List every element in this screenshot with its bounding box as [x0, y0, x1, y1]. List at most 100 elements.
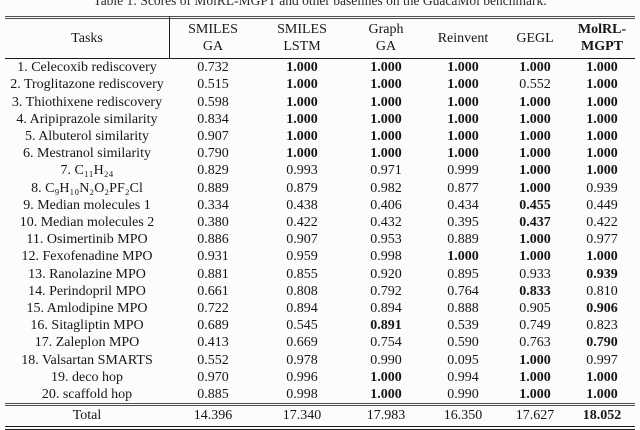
score-cell: 0.689	[197, 318, 229, 334]
table-row: 3. Thiothixene rediscovery 0.598 1.000 1.00…	[5, 94, 635, 111]
score-cell: 16.350	[443, 408, 483, 424]
score-cell: 0.939	[586, 266, 618, 282]
score-cell: 0.749	[519, 318, 551, 334]
table-row: 7. C₁₁H₂₄ 0.829 0.993 0.971 0.999 1.000 1.000	[5, 162, 635, 179]
score-cell: 0.413	[197, 335, 229, 351]
score-cell: 1.000	[286, 128, 318, 144]
score-cell: 1.000	[286, 60, 318, 76]
score-cell: 0.933	[519, 266, 551, 282]
column-header: Graph GA	[368, 22, 404, 55]
table-row: 12. Fexofenadine MPO 0.931 0.959 0.998 1.000…	[5, 248, 635, 265]
score-cell: 0.438	[286, 197, 318, 213]
score-cell: 0.907	[197, 128, 229, 144]
score-cell: 0.998	[286, 387, 318, 403]
score-cell: 0.997	[586, 352, 618, 368]
score-cell: 0.422	[586, 214, 618, 230]
task-cell: 18. Valsartan SMARTS	[21, 352, 153, 368]
score-cell: 1.000	[286, 111, 318, 127]
score-cell: 0.437	[519, 214, 551, 230]
score-cell: 1.000	[519, 387, 551, 403]
score-cell: 0.539	[447, 318, 479, 334]
score-cell: 0.792	[370, 283, 402, 299]
table-row: 2. Troglitazone rediscovery 0.515 1.000 1.0…	[5, 76, 635, 93]
score-cell: 0.552	[519, 77, 551, 93]
task-cell: 20. scaffold hop	[41, 387, 133, 403]
score-cell: 1.000	[447, 249, 479, 265]
table-row: 11. Osimertinib MPO 0.886 0.907 0.953 0.889 1…	[5, 231, 635, 248]
score-cell: 0.829	[197, 163, 229, 179]
task-cell: 8. C₉H₁₀N₂O₂PF₂Cl	[31, 180, 143, 196]
table-row: 15. Amlodipine MPO 0.722 0.894 0.894 0.888 0.…	[5, 300, 635, 317]
table-row: 16. Sitagliptin MPO 0.689 0.545 0.891 0.539 0…	[5, 317, 635, 334]
task-cell: 17. Zaleplon MPO	[34, 335, 140, 351]
task-cell: 14. Perindopril MPO	[28, 283, 146, 299]
table-caption: Table 1: Scores of MolRL-MGPT and other …	[93, 0, 547, 8]
score-cell: 1.000	[370, 77, 402, 93]
score-cell: 0.888	[447, 301, 479, 316]
score-cell: 1.000	[519, 352, 551, 368]
score-cell: 0.790	[197, 146, 229, 162]
score-cell: 0.661	[197, 283, 229, 299]
score-cell: 0.834	[197, 111, 229, 127]
task-cell: 9. Median molecules 1	[23, 197, 151, 213]
task-cell: 10. Median molecules 2	[19, 214, 155, 230]
score-cell: 0.545	[286, 318, 318, 334]
score-cell: 0.894	[286, 301, 318, 316]
score-cell: 1.000	[370, 111, 402, 127]
score-cell: 0.833	[519, 283, 551, 299]
task-cell: 7. C₁₁H₂₄	[60, 163, 114, 179]
column-header: GEGL	[516, 30, 554, 46]
score-cell: 0.907	[286, 232, 318, 248]
score-cell: 0.889	[447, 232, 479, 248]
table-row: Total 14.396 17.340 17.983 16.350 17.627 18.05…	[5, 404, 635, 429]
score-cell: 1.000	[519, 369, 551, 385]
score-cell: 0.990	[447, 387, 479, 403]
table-row: 5. Albuterol similarity 0.907 1.000 1.000 1.…	[5, 128, 635, 145]
score-cell: 0.881	[197, 266, 229, 282]
score-cell: 1.000	[286, 94, 318, 110]
score-cell: 1.000	[447, 146, 479, 162]
score-cell: 0.894	[370, 301, 402, 316]
score-cell: 0.422	[286, 214, 318, 230]
score-cell: 0.790	[586, 335, 618, 351]
score-cell: 1.000	[370, 60, 402, 76]
table-row: 17. Zaleplon MPO 0.413 0.669 0.754 0.590 0.76…	[5, 334, 635, 351]
score-cell: 0.764	[447, 283, 479, 299]
score-cell: 0.889	[197, 180, 229, 196]
score-cell: 0.810	[586, 283, 618, 299]
score-cell: 1.000	[586, 111, 618, 127]
score-cell: 1.000	[586, 128, 618, 144]
table-row: 4. Aripiprazole similarity 0.834 1.000 1.00…	[5, 111, 635, 128]
score-cell: 0.990	[370, 352, 402, 368]
score-cell: 0.978	[286, 352, 318, 368]
score-cell: 0.977	[586, 232, 618, 248]
score-cell: 1.000	[447, 94, 479, 110]
score-cell: 1.000	[586, 387, 618, 403]
score-cell: 0.877	[447, 180, 479, 196]
score-cell: 0.886	[197, 232, 229, 248]
score-cell: 1.000	[519, 232, 551, 248]
score-cell: 0.971	[370, 163, 402, 179]
score-cell: 0.808	[286, 283, 318, 299]
score-cell: 1.000	[370, 387, 402, 403]
table-row: 6. Mestranol similarity 0.790 1.000 1.000 1.…	[5, 145, 635, 162]
score-cell: 0.939	[586, 180, 618, 196]
score-cell: 0.823	[586, 318, 618, 334]
task-cell: 11. Osimertinib MPO	[26, 232, 148, 248]
score-cell: 0.669	[286, 335, 318, 351]
score-cell: 0.515	[197, 77, 229, 93]
score-cell: 0.905	[519, 301, 551, 316]
table-row: 1. Celecoxib rediscovery 0.732 1.000 1.000 1…	[5, 59, 635, 77]
score-cell: 1.000	[370, 369, 402, 385]
task-cell: 2. Troglitazone rediscovery	[10, 77, 164, 93]
score-cell: 1.000	[586, 249, 618, 265]
score-cell: 1.000	[447, 111, 479, 127]
score-cell: 1.000	[586, 369, 618, 385]
score-cell: 1.000	[586, 60, 618, 76]
table-foot: Total 14.396 17.340 17.983 16.350 17.627 18.05…	[5, 404, 635, 429]
score-cell: 1.000	[519, 163, 551, 179]
score-cell: 1.000	[586, 163, 618, 179]
task-cell: 4. Aripiprazole similarity	[16, 111, 158, 127]
score-cell: 1.000	[447, 60, 479, 76]
score-cell: 0.380	[197, 214, 229, 230]
